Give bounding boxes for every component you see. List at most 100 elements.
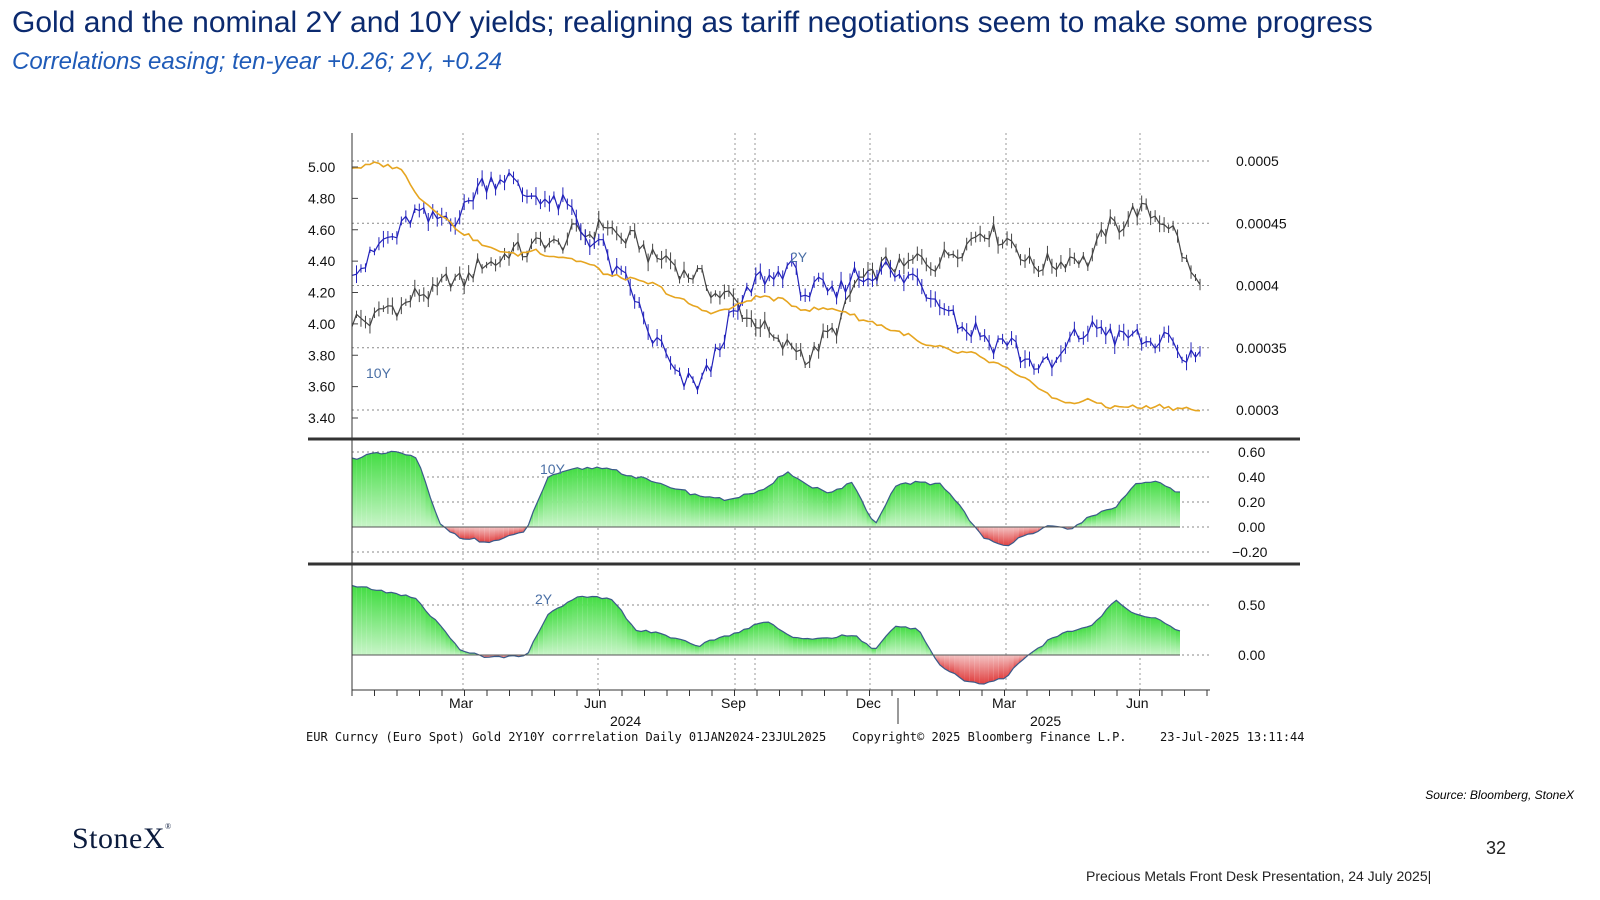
correlation-positive-area bbox=[645, 478, 651, 527]
correlation-positive-area bbox=[817, 487, 823, 527]
correlation-positive-area bbox=[802, 638, 808, 655]
correlation-negative-area bbox=[993, 655, 999, 682]
correlation-positive-area bbox=[739, 494, 744, 527]
correlation-positive-area bbox=[572, 596, 578, 655]
correlation-positive-area bbox=[611, 469, 617, 527]
correlation-positive-area bbox=[577, 467, 583, 527]
x-tick-label: Jun bbox=[1126, 695, 1149, 711]
correlation-positive-area bbox=[714, 497, 720, 527]
correlation-positive-area bbox=[788, 634, 793, 655]
correlation-positive-area bbox=[386, 451, 392, 527]
correlation-positive-area bbox=[719, 497, 725, 527]
correlation-positive-area bbox=[856, 636, 862, 655]
correlation-positive-area bbox=[832, 637, 838, 655]
correlation-positive-area bbox=[1165, 486, 1171, 527]
correlation-negative-area bbox=[518, 527, 524, 533]
y-tick-left: 5.00 bbox=[308, 159, 335, 175]
correlation-positive-area bbox=[768, 483, 774, 527]
correlation-positive-area bbox=[832, 489, 838, 527]
correlation-positive-area bbox=[641, 630, 646, 655]
correlation-positive-area bbox=[420, 467, 426, 527]
correlation-positive-area bbox=[1135, 483, 1141, 527]
correlation-positive-area bbox=[1116, 600, 1122, 655]
x-tick-label: Mar bbox=[992, 695, 1016, 711]
correlation-positive-area bbox=[724, 635, 730, 655]
correlation-positive-area bbox=[459, 649, 465, 655]
correlation-positive-area bbox=[704, 640, 710, 655]
correlation-positive-area bbox=[773, 624, 779, 655]
correlation-positive-area bbox=[739, 629, 744, 655]
correlation-positive-area bbox=[1057, 633, 1063, 655]
correlation-positive-area bbox=[631, 475, 637, 527]
correlation-positive-area bbox=[616, 469, 622, 527]
correlation-positive-area bbox=[792, 476, 798, 527]
correlation-positive-area bbox=[410, 597, 416, 655]
correlation-positive-area bbox=[851, 635, 857, 655]
correlation-negative-area bbox=[1013, 655, 1019, 669]
correlation-positive-area bbox=[1091, 514, 1097, 527]
correlation-positive-area bbox=[944, 489, 950, 527]
y-tick-right: 0.0004 bbox=[1236, 278, 1279, 294]
correlation-positive-area bbox=[1150, 617, 1156, 655]
correlation-positive-area bbox=[900, 626, 906, 655]
y-tick-right: 0.00045 bbox=[1236, 215, 1287, 231]
correlation-positive-area bbox=[949, 493, 955, 527]
correlation-positive-area bbox=[1096, 511, 1102, 527]
correlation-positive-area bbox=[606, 468, 612, 527]
correlation-positive-area bbox=[562, 470, 568, 527]
correlation-positive-area bbox=[650, 632, 656, 655]
correlation-positive-area bbox=[753, 623, 759, 655]
correlation-negative-area bbox=[988, 655, 994, 682]
correlation-positive-area bbox=[396, 593, 401, 655]
correlation-positive-area bbox=[577, 596, 583, 655]
source-note: Source: Bloomberg, StoneX bbox=[1425, 788, 1574, 802]
correlation-positive-area bbox=[1140, 615, 1146, 655]
correlation-positive-area bbox=[763, 622, 769, 655]
correlation-positive-area bbox=[1111, 600, 1117, 655]
correlation-positive-area bbox=[626, 618, 632, 655]
series-line-2y bbox=[351, 171, 1201, 392]
correlation-positive-area bbox=[734, 632, 740, 655]
correlation-positive-area bbox=[655, 632, 661, 655]
correlation-positive-area bbox=[641, 476, 646, 527]
correlation-negative-area bbox=[969, 655, 975, 683]
correlation-positive-area bbox=[415, 457, 421, 527]
correlation-positive-area bbox=[381, 453, 387, 527]
correlation-positive-area bbox=[1042, 639, 1048, 655]
correlation-positive-area bbox=[1135, 613, 1141, 655]
x-tick-label: Mar bbox=[449, 695, 473, 711]
correlation-negative-area bbox=[944, 655, 950, 672]
correlation-positive-area bbox=[807, 638, 813, 655]
correlation-positive-area bbox=[763, 486, 769, 527]
y-tick-right: 0.0005 bbox=[1236, 153, 1279, 169]
correlation-positive-area bbox=[890, 626, 896, 655]
series-line-10y bbox=[351, 202, 1201, 366]
y-tick-right: 0.00 bbox=[1238, 647, 1265, 663]
correlation-positive-area bbox=[709, 496, 715, 527]
correlation-positive-area bbox=[1086, 625, 1092, 655]
correlation-positive-area bbox=[400, 453, 406, 527]
correlation-positive-area bbox=[391, 451, 397, 527]
correlation-positive-area bbox=[552, 608, 558, 655]
correlation-positive-area bbox=[881, 504, 887, 527]
correlation-positive-area bbox=[743, 493, 749, 527]
logo-text: StoneX bbox=[72, 822, 165, 855]
correlation-positive-area bbox=[783, 631, 789, 655]
correlation-positive-area bbox=[626, 475, 632, 527]
correlation-negative-area bbox=[984, 527, 989, 540]
correlation-positive-area bbox=[1155, 481, 1161, 527]
correlation-positive-area bbox=[861, 499, 867, 527]
correlation-positive-area bbox=[778, 475, 784, 527]
correlation-positive-area bbox=[837, 488, 842, 527]
correlation-positive-area bbox=[567, 599, 573, 655]
correlation-positive-area bbox=[768, 622, 774, 655]
correlation-positive-area bbox=[964, 511, 970, 527]
correlation-positive-area bbox=[920, 632, 926, 655]
correlation-positive-area bbox=[371, 589, 377, 655]
correlation-positive-area bbox=[866, 510, 872, 527]
correlation-positive-area bbox=[890, 486, 896, 527]
correlation-positive-area bbox=[1082, 517, 1087, 527]
correlation-negative-area bbox=[474, 527, 480, 542]
slide-title: Gold and the nominal 2Y and 10Y yields; … bbox=[12, 6, 1373, 39]
correlation-positive-area bbox=[655, 482, 661, 527]
